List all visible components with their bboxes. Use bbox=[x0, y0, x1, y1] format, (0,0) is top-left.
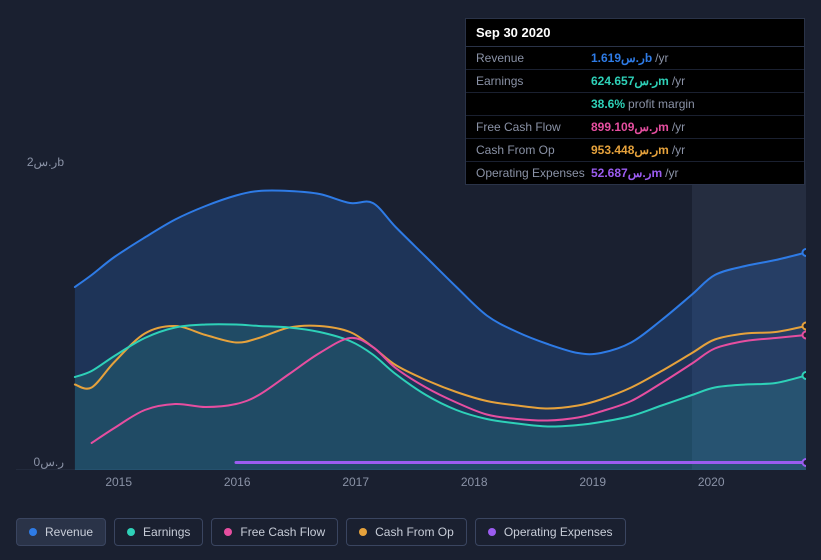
tooltip-row-value: 1.619ر.سb/yr bbox=[591, 51, 794, 65]
x-axis-tick: 2016 bbox=[224, 475, 251, 489]
tooltip-row-value: 953.448ر.سm/yr bbox=[591, 143, 794, 157]
x-axis: 2015 2016 2017 2018 2019 2020 bbox=[16, 475, 806, 495]
tooltip-rows: Revenue1.619ر.سb/yrEarnings624.657ر.سm/y… bbox=[466, 47, 804, 184]
tooltip-row: Revenue1.619ر.سb/yr bbox=[466, 47, 804, 70]
x-axis-tick: 2015 bbox=[105, 475, 132, 489]
legend-dot-icon bbox=[488, 528, 496, 536]
legend-item[interactable]: Earnings bbox=[114, 518, 203, 546]
area-chart[interactable] bbox=[16, 170, 806, 470]
legend-dot-icon bbox=[224, 528, 232, 536]
legend-dot-icon bbox=[29, 528, 37, 536]
legend-dot-icon bbox=[127, 528, 135, 536]
tooltip-row-label: Earnings bbox=[476, 74, 591, 88]
tooltip-row-label: Operating Expenses bbox=[476, 166, 591, 180]
tooltip-row: Operating Expenses52.687ر.سm/yr bbox=[466, 162, 804, 184]
legend-dot-icon bbox=[359, 528, 367, 536]
tooltip-row: Earnings624.657ر.سm/yr bbox=[466, 70, 804, 93]
legend-item[interactable]: Free Cash Flow bbox=[211, 518, 338, 546]
series-end-marker bbox=[803, 372, 807, 379]
series-end-marker bbox=[803, 323, 807, 330]
tooltip-date: Sep 30 2020 bbox=[466, 19, 804, 47]
chart-svg bbox=[16, 170, 806, 470]
tooltip-row-label: Free Cash Flow bbox=[476, 120, 591, 134]
tooltip-row-value: 38.6%profit margin bbox=[591, 97, 794, 111]
x-axis-tick: 2020 bbox=[698, 475, 725, 489]
chart-tooltip: Sep 30 2020 Revenue1.619ر.سb/yrEarnings6… bbox=[465, 18, 805, 185]
tooltip-row: 38.6%profit margin bbox=[466, 93, 804, 116]
tooltip-row-label bbox=[476, 97, 591, 111]
legend-label: Earnings bbox=[143, 525, 190, 539]
legend-label: Revenue bbox=[45, 525, 93, 539]
series-end-marker bbox=[803, 459, 807, 466]
legend-item[interactable]: Revenue bbox=[16, 518, 106, 546]
y-axis-top-label: ر.س2b bbox=[24, 155, 64, 169]
tooltip-row-value: 899.109ر.سm/yr bbox=[591, 120, 794, 134]
series-end-marker bbox=[803, 249, 807, 256]
x-axis-tick: 2018 bbox=[461, 475, 488, 489]
tooltip-row-value: 624.657ر.سm/yr bbox=[591, 74, 794, 88]
tooltip-row-label: Cash From Op bbox=[476, 143, 591, 157]
legend-item[interactable]: Cash From Op bbox=[346, 518, 467, 546]
legend-item[interactable]: Operating Expenses bbox=[475, 518, 626, 546]
x-axis-tick: 2017 bbox=[342, 475, 369, 489]
tooltip-row: Cash From Op953.448ر.سm/yr bbox=[466, 139, 804, 162]
tooltip-row-label: Revenue bbox=[476, 51, 591, 65]
tooltip-row: Free Cash Flow899.109ر.سm/yr bbox=[466, 116, 804, 139]
series-end-marker bbox=[803, 332, 807, 339]
legend-label: Operating Expenses bbox=[504, 525, 613, 539]
chart-legend: Revenue Earnings Free Cash Flow Cash From O… bbox=[16, 518, 626, 546]
tooltip-row-value: 52.687ر.سm/yr bbox=[591, 166, 794, 180]
legend-label: Free Cash Flow bbox=[240, 525, 325, 539]
x-axis-tick: 2019 bbox=[579, 475, 606, 489]
legend-label: Cash From Op bbox=[375, 525, 454, 539]
